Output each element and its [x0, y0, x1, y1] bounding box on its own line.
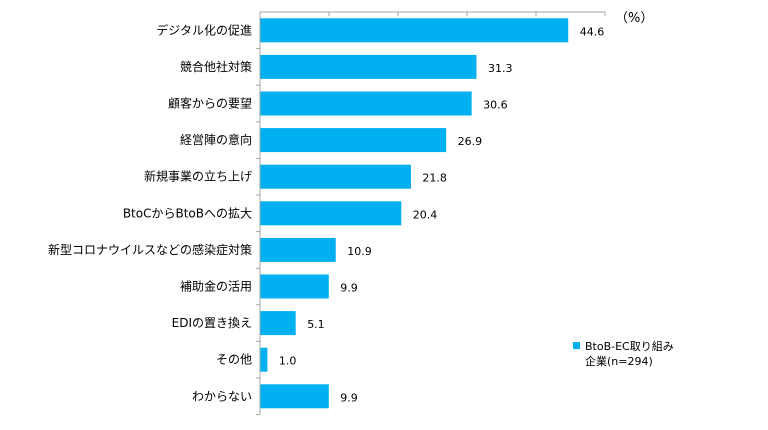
category-label: EDIの置き換え: [172, 316, 252, 330]
bar: [260, 18, 569, 43]
bar: [260, 201, 402, 226]
legend-label-line2: 企業(n=294): [585, 354, 653, 368]
bar: [260, 274, 329, 299]
bar: [260, 347, 268, 372]
value-label: 9.9: [340, 282, 358, 295]
unit-label: （%）: [615, 11, 653, 26]
category-label: 新規事業の立ち上げ: [144, 169, 252, 184]
bar: [260, 237, 336, 262]
category-label: 経営陣の意向: [180, 132, 252, 147]
value-label: 5.1: [307, 318, 325, 331]
bar: [260, 54, 477, 79]
category-label: 補助金の活用: [180, 279, 252, 294]
bars-layer: [260, 18, 569, 409]
bar: [260, 311, 296, 336]
legend: BtoB-EC取り組み 企業(n=294): [573, 340, 674, 368]
bar: [260, 128, 447, 153]
value-label: 9.9: [340, 391, 358, 404]
category-label: 新型コロナウイルスなどの感染症対策: [48, 242, 252, 257]
legend-label-line1: BtoB-EC取り組み: [585, 340, 674, 353]
category-label: 顧客からの要望: [168, 96, 252, 111]
value-label: 31.3: [488, 62, 512, 75]
legend-swatch: [573, 342, 580, 349]
axis-layer: [256, 11, 606, 416]
bar: [260, 91, 472, 116]
value-label: 30.6: [483, 99, 508, 112]
category-label: 競合他社対策: [180, 59, 252, 74]
value-label: 21.8: [422, 172, 447, 185]
value-label: 1.0: [279, 355, 297, 368]
value-label: 10.9: [347, 245, 372, 258]
value-label: 26.9: [458, 135, 483, 148]
category-label: BtoCからBtoBへの拡大: [123, 206, 252, 220]
bar: [260, 384, 329, 409]
category-label: その他: [216, 353, 252, 367]
category-label: デジタル化の促進: [156, 22, 252, 37]
value-label: 20.4: [413, 208, 438, 221]
value-label: 44.6: [580, 25, 605, 38]
bar: [260, 164, 411, 189]
labels-layer: デジタル化の促進 44.6 競合他社対策 31.3 顧客からの要望 30.6 経営陣の意向 2…: [48, 22, 604, 404]
category-label: わからない: [192, 389, 252, 403]
